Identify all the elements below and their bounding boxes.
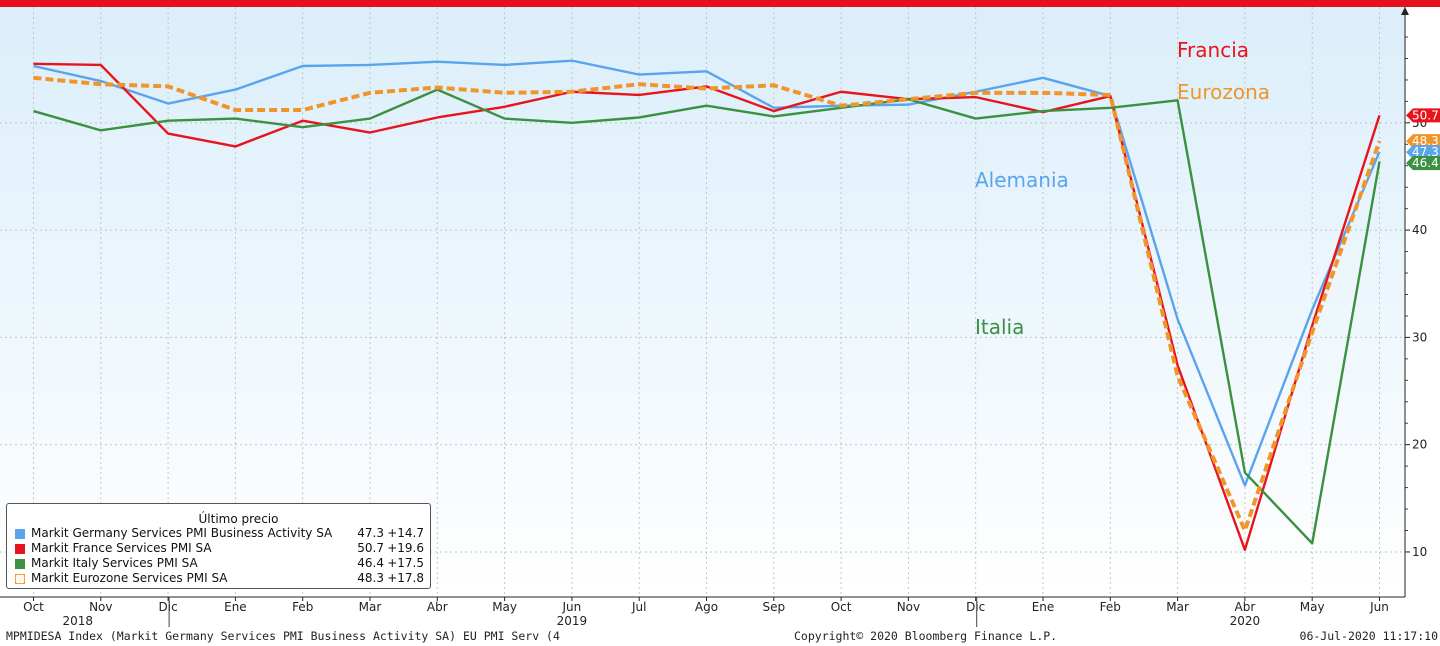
last-value-tag-text: 50.7 bbox=[1412, 108, 1439, 122]
legend-change-germany: +14.7 bbox=[387, 526, 424, 540]
annotation-francia: Francia bbox=[1177, 38, 1249, 62]
y-tick-label-20: 20 bbox=[1412, 438, 1427, 452]
footer-ticker-text: MPMIDESA Index (Markit Germany Services … bbox=[6, 629, 560, 643]
x-tick-label-5: Mar bbox=[359, 600, 382, 614]
last-value-tag-text: 46.4 bbox=[1412, 156, 1439, 170]
legend-label-eurozone: Markit Eurozone Services PMI SA bbox=[31, 571, 228, 585]
top-accent-bar bbox=[0, 0, 1440, 7]
x-year-label-2018: 2018 bbox=[63, 614, 94, 628]
last-value-tag-bg bbox=[1406, 145, 1440, 160]
series-line-alemania bbox=[33, 59, 1381, 487]
series-line-italia bbox=[33, 88, 1381, 545]
x-year-label-2019: 2019 bbox=[557, 614, 588, 628]
legend-swatch-eurozone bbox=[15, 574, 25, 584]
last-value-tag-bg bbox=[1406, 108, 1440, 123]
x-year-label-2020: 2020 bbox=[1230, 614, 1261, 628]
x-tick-label-17: Mar bbox=[1166, 600, 1189, 614]
legend-change-eurozone: +17.8 bbox=[387, 571, 424, 585]
x-tick-label-3: Ene bbox=[224, 600, 247, 614]
legend-change-italy: +17.5 bbox=[387, 556, 424, 570]
y-axis-arrow bbox=[1401, 7, 1409, 15]
y-tick-label-10: 10 bbox=[1412, 545, 1427, 559]
annotation-alemania: Alemania bbox=[975, 168, 1069, 192]
x-tick-label-6: Abr bbox=[427, 600, 448, 614]
legend-swatch-germany bbox=[15, 529, 25, 539]
legend-last-germany: 47.3 bbox=[357, 526, 384, 540]
legend-last-eurozone: 48.3 bbox=[357, 571, 384, 585]
series-line-eurozona bbox=[33, 75, 1382, 533]
x-tick-label-10: Ago bbox=[695, 600, 718, 614]
x-tick-label-14: Dic bbox=[966, 600, 985, 614]
x-tick-label-2: Dic bbox=[159, 600, 178, 614]
x-tick-label-13: Nov bbox=[897, 600, 920, 614]
last-value-tag-48.3: 48.3 bbox=[1406, 134, 1440, 149]
legend-label-france: Markit France Services PMI SA bbox=[31, 541, 212, 555]
x-tick-label-8: Jun bbox=[562, 600, 582, 614]
legend-label-germany: Markit Germany Services PMI Business Act… bbox=[31, 526, 333, 540]
footer-timestamp: 06-Jul-2020 11:17:10 bbox=[1299, 629, 1438, 643]
x-tick-label-9: Jul bbox=[631, 600, 646, 614]
x-tick-label-20: Jun bbox=[1369, 600, 1389, 614]
x-tick-label-0: Oct bbox=[23, 600, 44, 614]
x-tick-label-11: Sep bbox=[762, 600, 785, 614]
last-value-tags: 50.7 48.347.346.4 bbox=[1406, 108, 1440, 171]
x-tick-label-16: Feb bbox=[1100, 600, 1121, 614]
x-tick-label-7: May bbox=[492, 600, 517, 614]
last-value-tag-47.3: 47.3 bbox=[1406, 145, 1440, 160]
legend-label-italy: Markit Italy Services PMI SA bbox=[31, 556, 198, 570]
x-tick-label-12: Oct bbox=[831, 600, 852, 614]
last-value-tag-bg bbox=[1406, 156, 1440, 171]
y-tick-label-30: 30 bbox=[1412, 330, 1427, 344]
last-value-tag-46.4: 46.4 bbox=[1406, 156, 1440, 171]
last-value-tag-text: 48.3 bbox=[1412, 134, 1439, 148]
legend-title: Último precio bbox=[198, 512, 279, 526]
legend-entry-italy: Markit Italy Services PMI SA 46.4 +17.5 bbox=[7, 556, 430, 571]
series-annotations: Francia Eurozona Alemania Italia bbox=[975, 38, 1270, 339]
legend-last-italy: 46.4 bbox=[357, 556, 384, 570]
legend-entry-france: Markit France Services PMI SA 50.7 +19.6 bbox=[7, 541, 430, 556]
legend-swatch-italy bbox=[15, 559, 25, 569]
x-tick-label-4: Feb bbox=[292, 600, 313, 614]
last-value-tag-text: 47.3 bbox=[1412, 145, 1439, 159]
x-tick-label-1: Nov bbox=[89, 600, 112, 614]
last-value-tag-50.7: 50.7 bbox=[1406, 108, 1440, 123]
legend-change-france: +19.6 bbox=[387, 541, 424, 555]
y-tick-label-40: 40 bbox=[1412, 223, 1427, 237]
footer-copyright: Copyright© 2020 Bloomberg Finance L.P. bbox=[794, 629, 1058, 643]
annotation-italia: Italia bbox=[975, 315, 1024, 339]
legend-entry-germany: Markit Germany Services PMI Business Act… bbox=[7, 526, 430, 541]
legend-last-france: 50.7 bbox=[357, 541, 384, 555]
x-tick-label-18: Abr bbox=[1235, 600, 1256, 614]
annotation-eurozona: Eurozona bbox=[1177, 80, 1270, 104]
last-value-tag-bg bbox=[1406, 134, 1440, 149]
x-tick-label-19: May bbox=[1300, 600, 1325, 614]
series-lines bbox=[33, 59, 1382, 551]
legend-entry-eurozone: Markit Eurozone Services PMI SA 48.3 +17… bbox=[7, 571, 430, 586]
legend-swatch-france bbox=[15, 544, 25, 554]
x-tick-label-15: Ene bbox=[1032, 600, 1055, 614]
legend: Último precio Markit Germany Services PM… bbox=[6, 503, 431, 589]
